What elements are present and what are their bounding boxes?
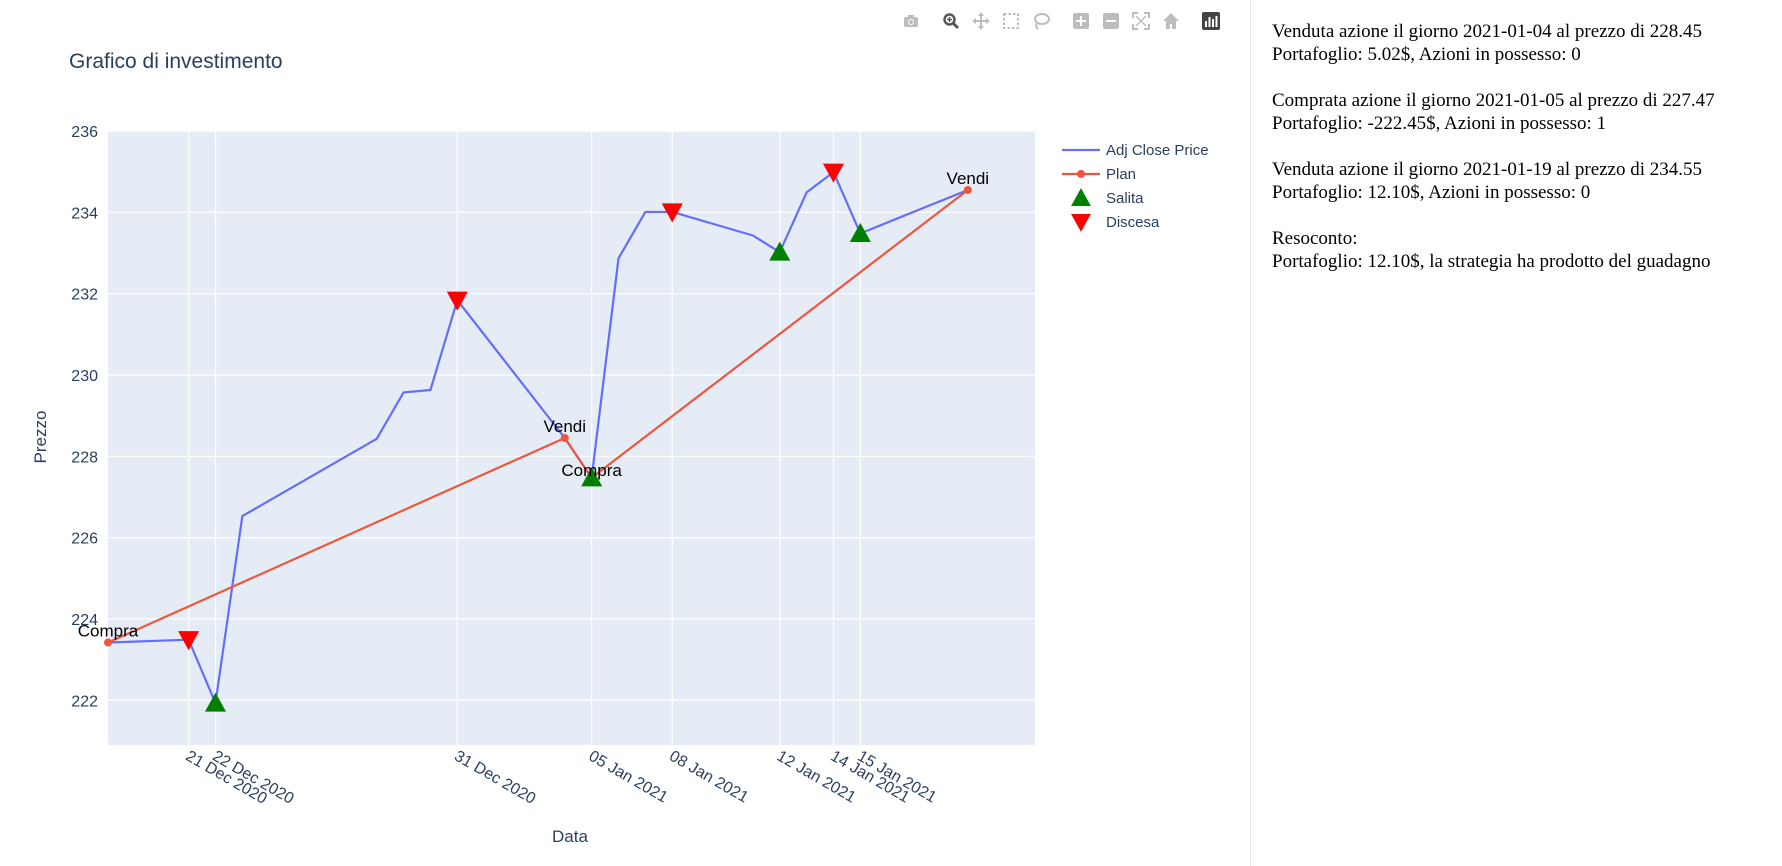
legend-swatch-marker	[1077, 170, 1085, 178]
info-line: Portafoglio: 12.10$, la strategia ha pro…	[1272, 251, 1711, 272]
y-tick-label: 232	[71, 287, 98, 304]
y-tick-label: 230	[71, 368, 98, 385]
y-tick-label: 226	[71, 531, 98, 548]
legend-swatch	[1071, 188, 1091, 206]
chart-title: Grafico di investimento	[69, 50, 283, 73]
transaction-block: Venduta azione il giorno 2021-01-19 al p…	[1272, 158, 1772, 204]
grid-lines	[108, 130, 1035, 745]
legend-item-adj-close-price[interactable]: Adj Close Price	[1062, 142, 1209, 159]
y-tick-label: 224	[71, 612, 98, 629]
transaction-block: Venduta azione il giorno 2021-01-04 al p…	[1272, 20, 1772, 66]
legend-label: Adj Close Price	[1106, 142, 1209, 159]
salita-marker[interactable]	[204, 692, 227, 712]
legend-item-plan[interactable]: Plan	[1062, 166, 1136, 183]
transaction-block: Comprata azione il giorno 2021-01-05 al …	[1272, 89, 1772, 135]
salita-marker[interactable]	[581, 467, 603, 487]
y-tick-label: 234	[71, 205, 98, 222]
salita-marker[interactable]	[849, 222, 871, 242]
transaction-log: Venduta azione il giorno 2021-01-04 al p…	[1272, 20, 1772, 296]
home-icon[interactable]	[1156, 10, 1186, 32]
series-line-plan[interactable]	[107, 189, 969, 644]
info-line: Portafoglio: 5.02$, Azioni in possesso: …	[1272, 44, 1581, 65]
x-axis-title: Data	[552, 827, 588, 846]
box-select-icon[interactable]	[996, 10, 1026, 32]
plot-area[interactable]	[108, 131, 1035, 745]
plan-point-label: Compra	[561, 461, 622, 480]
camera-icon[interactable]	[896, 10, 926, 32]
plan-point-label: Vendi	[544, 417, 587, 436]
info-line: Resoconto:	[1272, 228, 1358, 249]
panel-divider	[1250, 0, 1251, 866]
annotation-layer: Compra Vendi Compra Vendi	[78, 169, 989, 641]
legend[interactable]: Adj Close Price Plan Salita Discesa	[1062, 142, 1209, 232]
legend-label: Discesa	[1106, 214, 1160, 231]
salita-marker[interactable]	[769, 241, 791, 261]
modebar	[896, 10, 1226, 32]
y-tick-label: 222	[71, 693, 98, 710]
y-tick-label: 236	[71, 124, 98, 141]
info-line: Venduta azione il giorno 2021-01-19 al p…	[1272, 159, 1703, 180]
info-line: Portafoglio: -222.45$, Azioni in possess…	[1272, 113, 1607, 134]
zoom-out-icon[interactable]	[1096, 10, 1126, 32]
x-tick-label: 31 Dec 2020	[451, 748, 538, 808]
chart-panel: Compra Vendi Compra Vendi 222 224 226 228 230 23…	[0, 0, 1250, 866]
zoom-icon[interactable]	[936, 10, 966, 32]
legend-swatch	[1071, 214, 1091, 232]
info-line: Venduta azione il giorno 2021-01-04 al p…	[1272, 21, 1703, 42]
discesa-marker[interactable]	[822, 163, 845, 183]
y-tick-label: 228	[71, 449, 98, 466]
x-tick-label: 05 Jan 2021	[586, 748, 671, 807]
summary-block: Resoconto: Portafoglio: 12.10$, la strate…	[1272, 227, 1772, 273]
plan-point-label: Vendi	[947, 169, 990, 188]
plan-point-label: Compra	[78, 622, 139, 641]
discesa-marker[interactable]	[446, 291, 468, 311]
info-line: Comprata azione il giorno 2021-01-05 al …	[1272, 90, 1715, 111]
discesa-marker[interactable]	[178, 631, 200, 651]
legend-item-salita[interactable]: Salita	[1071, 188, 1144, 207]
legend-item-discesa[interactable]: Discesa	[1071, 214, 1160, 232]
plan-point[interactable]	[560, 434, 569, 442]
marker-layer	[104, 163, 972, 712]
info-line: Portafoglio: 12.10$, Azioni in possesso:…	[1272, 182, 1591, 203]
plan-point[interactable]	[963, 185, 972, 194]
lasso-icon[interactable]	[1026, 10, 1056, 32]
pan-icon[interactable]	[966, 10, 996, 32]
legend-label: Plan	[1106, 166, 1136, 183]
zoom-in-icon[interactable]	[1066, 10, 1096, 32]
y-axis-title: Prezzo	[31, 411, 50, 464]
investment-chart[interactable]: Compra Vendi Compra Vendi 222 224 226 228 230 23…	[0, 0, 1250, 866]
legend-label: Salita	[1106, 190, 1144, 207]
plotly-logo-icon[interactable]	[1196, 10, 1226, 32]
plan-point[interactable]	[104, 638, 112, 647]
x-tick-label: 08 Jan 2021	[666, 748, 751, 807]
discesa-marker[interactable]	[661, 203, 683, 223]
autoscale-icon[interactable]	[1126, 10, 1156, 32]
